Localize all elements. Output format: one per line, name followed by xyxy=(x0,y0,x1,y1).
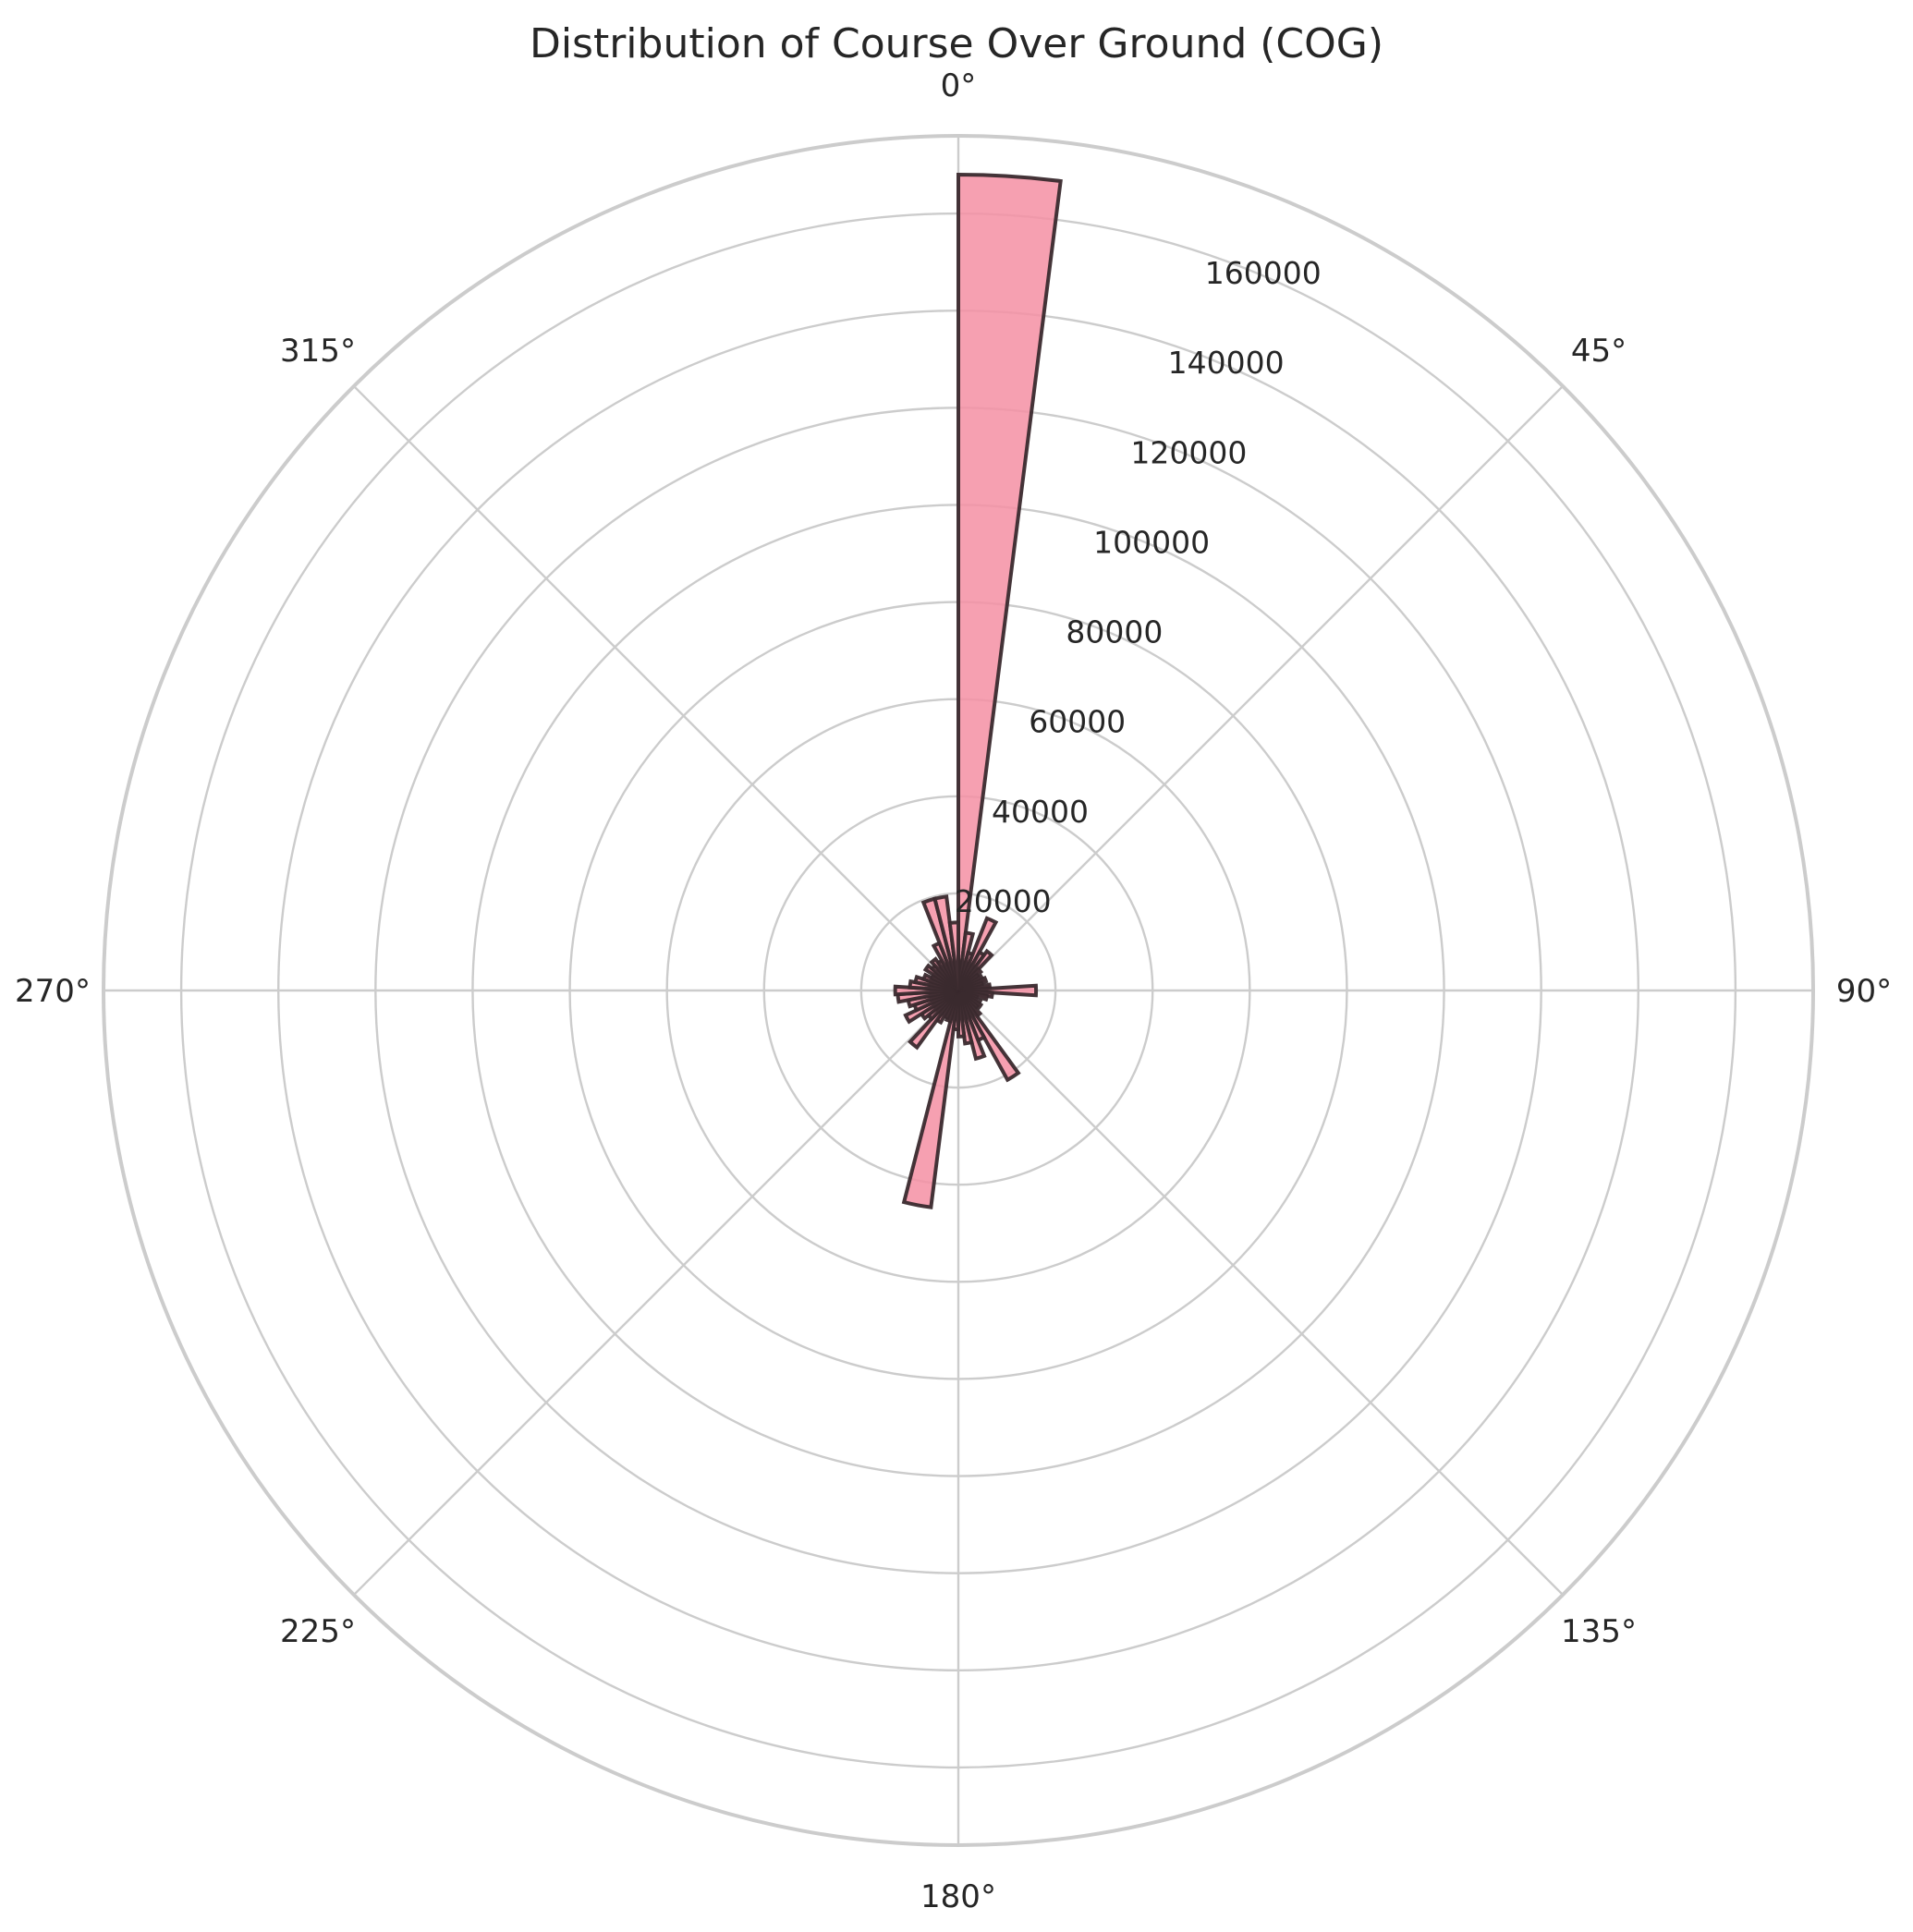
theta-tick-label-270: 270° xyxy=(15,973,91,1010)
bar-158.4deg xyxy=(956,990,987,1062)
bar-0deg xyxy=(956,173,1063,991)
bar-345.6deg xyxy=(932,894,960,991)
theta-tick-label-90: 90° xyxy=(1836,973,1892,1010)
bar-352.8deg xyxy=(947,920,960,991)
radial-tick-label-60000: 60000 xyxy=(1029,704,1126,740)
angular-gridline-315 xyxy=(353,385,959,991)
bars-layer xyxy=(893,173,1063,1209)
theta-tick-label-225: 225° xyxy=(280,1613,356,1650)
theta-tick-label-0: 0° xyxy=(941,67,977,104)
radial-tick-label-40000: 40000 xyxy=(992,794,1089,830)
theta-tick-label-45: 45° xyxy=(1571,333,1627,370)
chart-title: Distribution of Course Over Ground (COG) xyxy=(529,20,1384,67)
radial-tick-label-100000: 100000 xyxy=(1093,524,1210,560)
radial-tick-label-80000: 80000 xyxy=(1066,614,1163,650)
theta-tick-label-315: 315° xyxy=(280,333,356,370)
radial-tick-label-160000: 160000 xyxy=(1205,255,1322,291)
angular-gridline-225 xyxy=(353,990,959,1596)
radial-tick-label-20000: 20000 xyxy=(955,883,1052,919)
angular-gridline-45 xyxy=(957,385,1564,991)
bar-187.2deg xyxy=(901,990,960,1209)
theta-tick-label-180: 180° xyxy=(920,1878,996,1915)
bar-144deg xyxy=(956,989,1021,1083)
radial-tick-label-140000: 140000 xyxy=(1168,345,1285,381)
radial-tick-label-120000: 120000 xyxy=(1130,434,1247,470)
labels-layer: 0° 45° 90° 135° 180° 225° 270° 315° 20000 40000 60… xyxy=(15,67,1892,1915)
theta-tick-label-135: 135° xyxy=(1561,1613,1637,1650)
bar-86.4deg xyxy=(957,983,1039,998)
angular-gridline-135 xyxy=(957,990,1564,1596)
